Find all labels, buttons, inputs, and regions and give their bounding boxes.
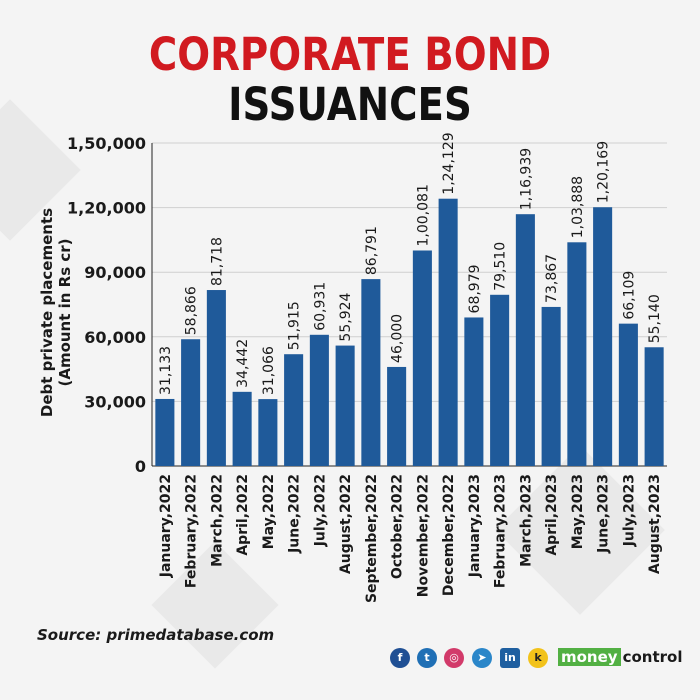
bar — [206, 290, 226, 466]
logo-control: control — [622, 648, 683, 666]
x-tick-label: July,2022 — [312, 474, 328, 547]
chart-title-line1: CORPORATE BOND — [148, 28, 552, 81]
x-tick-label: June,2022 — [287, 474, 303, 554]
x-tick-label: January,2022 — [158, 474, 174, 578]
bar — [464, 317, 484, 466]
bar — [515, 214, 535, 466]
x-tick-label: March,2023 — [518, 474, 534, 567]
y-tick-label: 0 — [135, 457, 146, 476]
bar — [335, 345, 355, 466]
bar-value-label: 46,000 — [390, 314, 406, 363]
moneycontrol-logo: money control — [558, 646, 692, 668]
telegram-icon[interactable]: ➤ — [472, 648, 492, 668]
instagram-icon[interactable]: ◎ — [444, 648, 464, 668]
x-tick-label: September,2022 — [364, 474, 380, 603]
bar-value-label: 34,442 — [235, 339, 251, 388]
bar — [232, 391, 252, 466]
linkedin-icon[interactable]: in — [500, 648, 520, 668]
x-tick-label: August,2023 — [647, 474, 663, 574]
bar-value-label: 58,866 — [184, 286, 200, 335]
bar — [309, 334, 329, 466]
y-tick-label: 90,000 — [84, 263, 146, 282]
bar — [490, 294, 510, 466]
y-tick-label: 1,50,000 — [67, 134, 146, 153]
twitter-icon[interactable]: t — [417, 648, 437, 668]
bar — [618, 323, 638, 466]
bar-value-label: 66,109 — [621, 271, 637, 320]
x-tick-label: July,2023 — [621, 474, 637, 547]
bar-value-label: 1,03,888 — [570, 176, 586, 238]
bar — [644, 347, 664, 466]
bar-value-label: 68,979 — [467, 264, 483, 313]
bar — [438, 198, 458, 466]
bar — [181, 339, 201, 466]
x-tick-label: May,2022 — [261, 474, 277, 549]
bar-value-label: 1,20,169 — [596, 141, 612, 203]
x-tick-label: November,2022 — [415, 474, 431, 597]
bar — [387, 366, 407, 466]
bar-value-label: 51,915 — [287, 301, 303, 350]
y-axis-label: (Amount in Rs cr) — [56, 238, 74, 386]
x-tick-label: April,2023 — [544, 474, 560, 556]
x-tick-label: January,2023 — [467, 474, 483, 578]
y-tick-label: 60,000 — [84, 328, 146, 347]
bar — [593, 207, 613, 466]
bar-value-label: 1,24,129 — [441, 132, 457, 194]
x-tick-label: May,2023 — [570, 474, 586, 549]
x-tick-label: June,2023 — [596, 474, 612, 554]
bar-value-label: 73,867 — [544, 254, 560, 303]
bar-value-label: 31,066 — [261, 346, 277, 395]
koo-icon[interactable]: k — [528, 648, 548, 668]
chart-title-line2: ISSUANCES — [228, 78, 472, 131]
x-tick-label: April,2022 — [235, 474, 251, 556]
y-axis-label: Debt private placements — [38, 208, 56, 417]
logo-money: money — [558, 648, 621, 666]
bar — [541, 306, 561, 466]
bar-value-label: 1,16,939 — [518, 148, 534, 210]
bar — [567, 242, 587, 466]
x-tick-label: December,2022 — [441, 474, 457, 596]
source-note: Source: primedatabase.com — [37, 626, 275, 644]
x-tick-label: August,2022 — [338, 474, 354, 574]
bar-value-label: 86,791 — [364, 226, 380, 275]
bar-value-label: 55,140 — [647, 294, 663, 343]
x-tick-label: February,2022 — [184, 474, 200, 588]
bar-value-label: 1,00,081 — [415, 184, 431, 246]
bar-value-label: 31,133 — [158, 346, 174, 395]
bar-value-label: 81,718 — [209, 237, 225, 286]
bar-value-label: 79,510 — [493, 242, 509, 291]
bar — [155, 398, 175, 466]
bar — [258, 399, 278, 466]
bar — [361, 279, 381, 466]
x-tick-label: February,2023 — [493, 474, 509, 588]
y-tick-label: 1,20,000 — [67, 199, 146, 218]
bar-value-label: 60,931 — [312, 282, 328, 331]
facebook-icon[interactable]: f — [390, 648, 410, 668]
x-tick-label: October,2022 — [390, 474, 406, 579]
bar-value-label: 55,924 — [338, 292, 354, 341]
bar — [284, 354, 304, 466]
x-tick-label: March,2022 — [209, 474, 225, 567]
bar — [412, 250, 432, 466]
y-tick-label: 30,000 — [84, 392, 146, 411]
